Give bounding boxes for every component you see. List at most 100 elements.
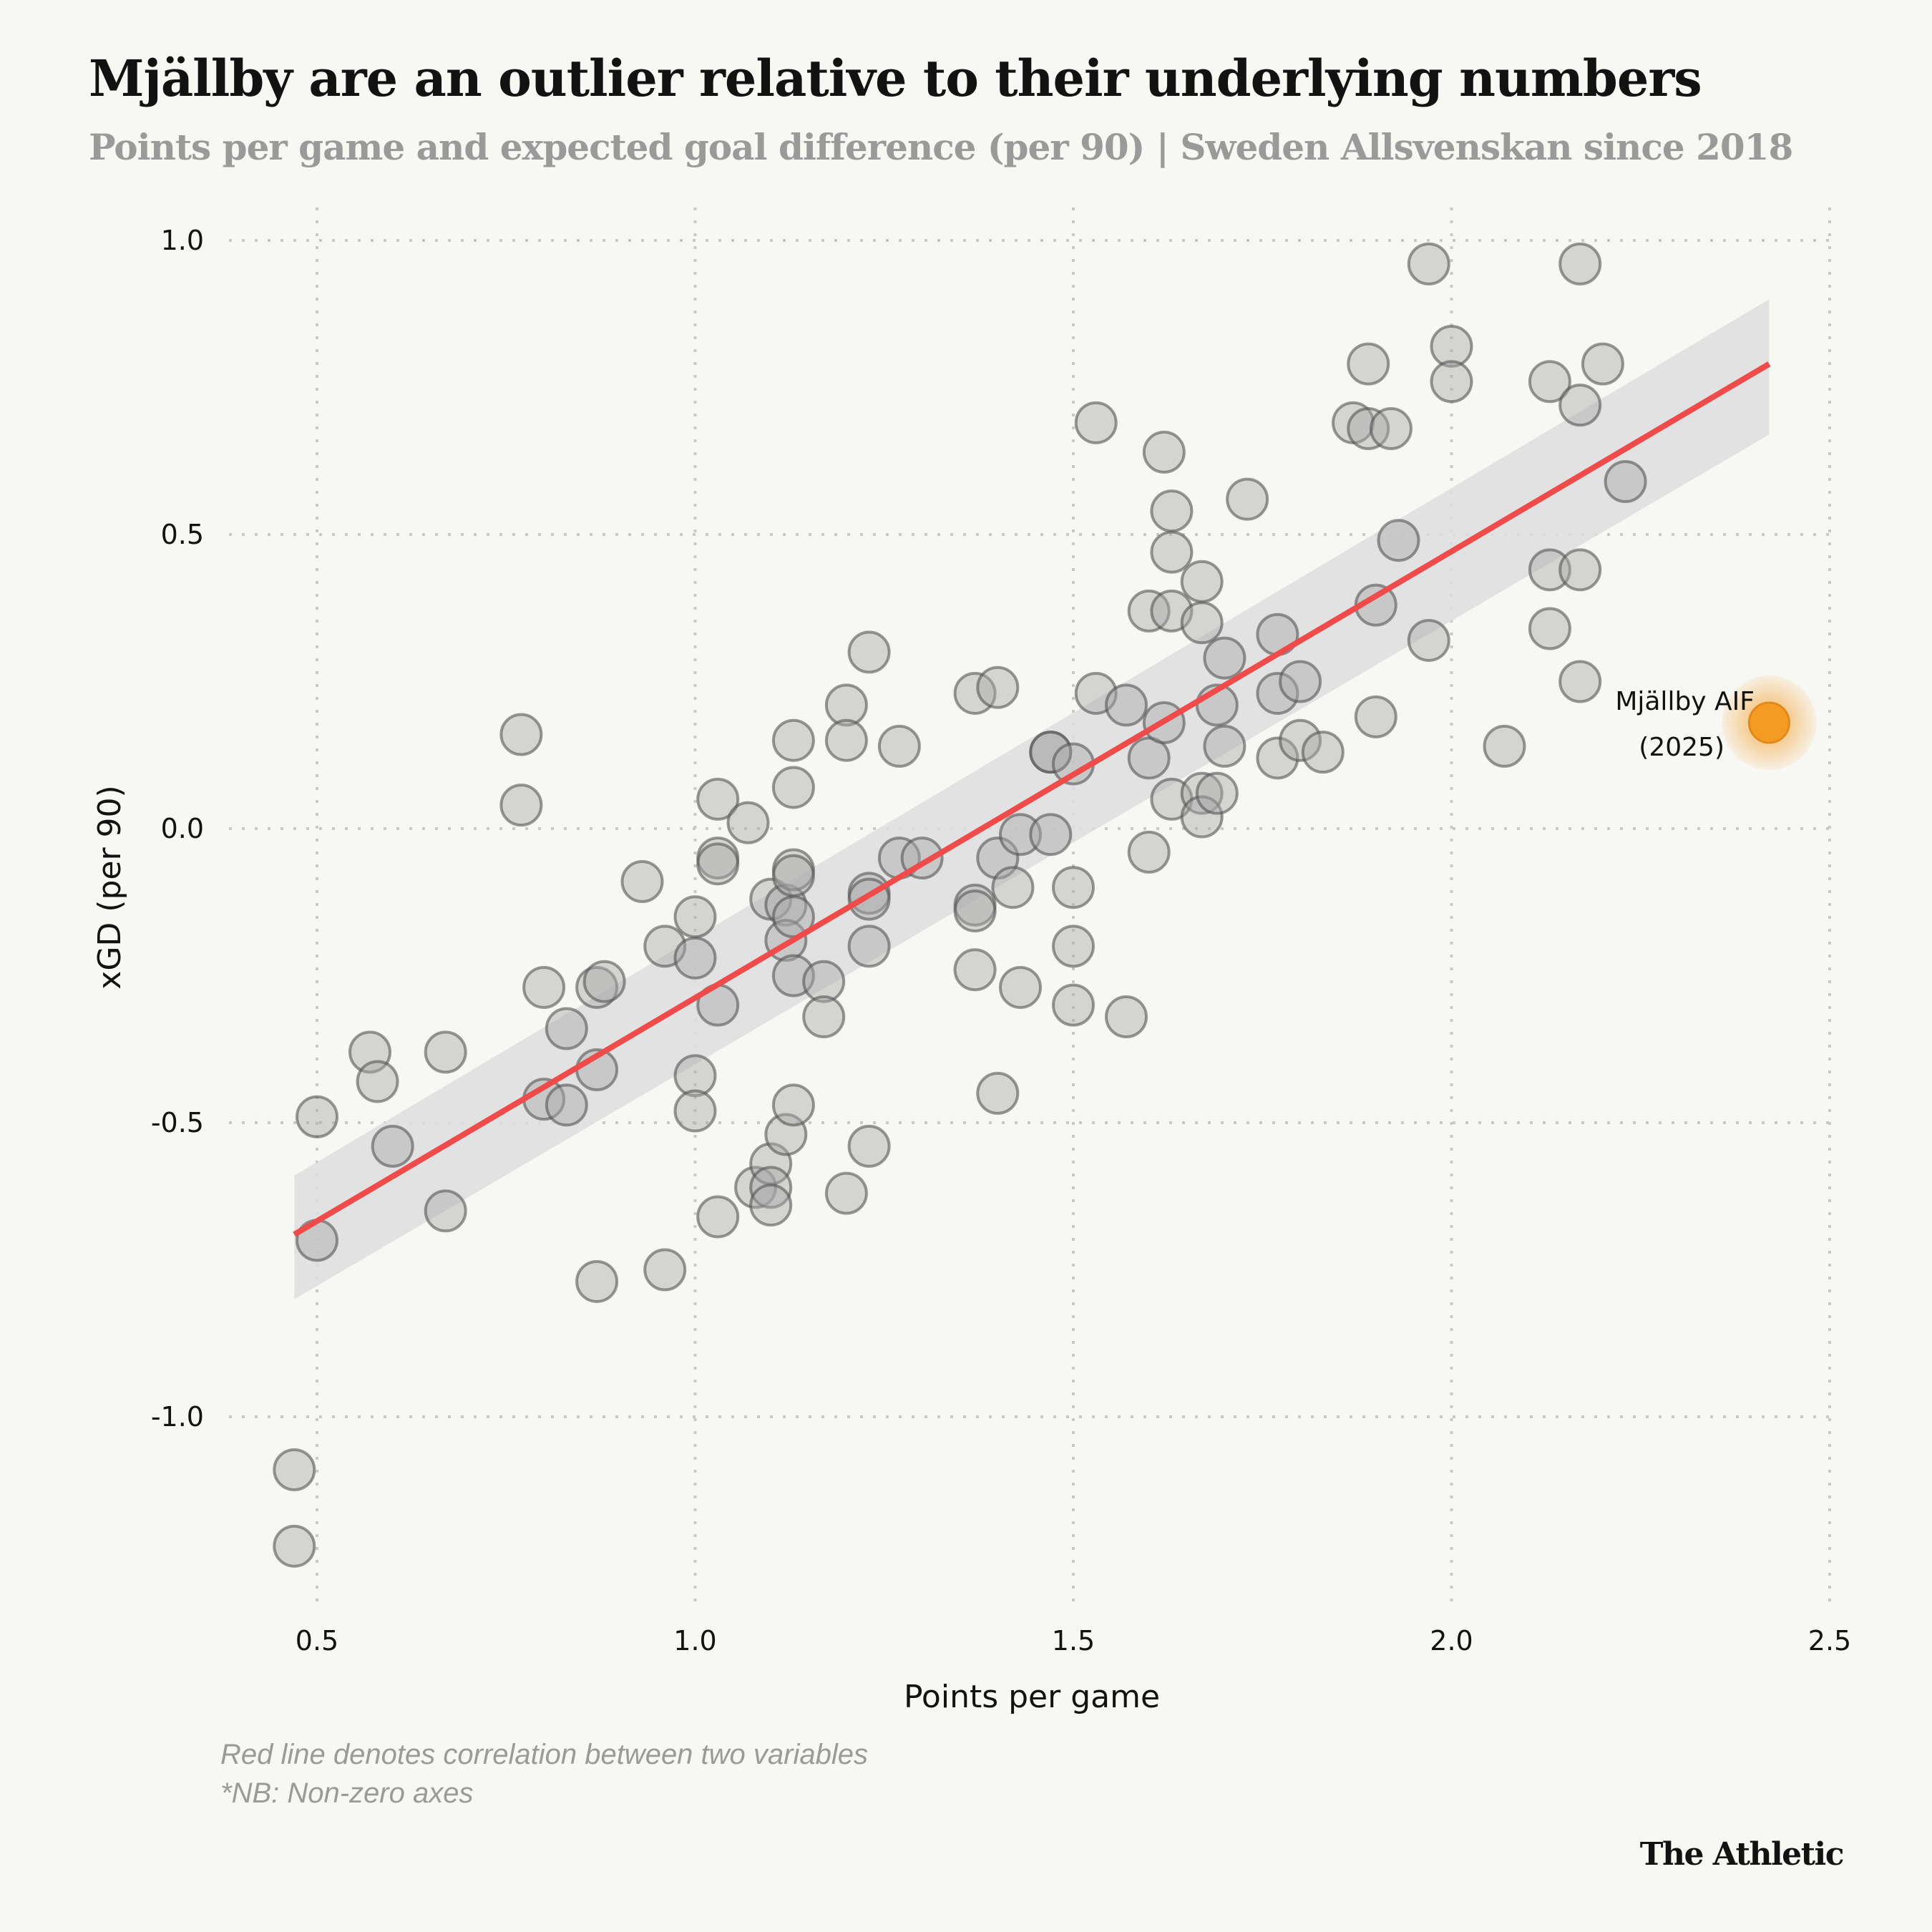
- data-points: [273, 242, 1647, 1568]
- data-point: [1369, 407, 1413, 451]
- data-point: [1604, 460, 1647, 504]
- footnote-axes: *NB: Non-zero axes: [220, 1777, 474, 1809]
- data-point: [575, 1259, 619, 1303]
- data-point: [1279, 660, 1322, 703]
- data-point: [296, 1095, 338, 1138]
- data-point: [847, 1124, 891, 1168]
- data-point: [575, 965, 619, 1009]
- data-point: [1558, 548, 1602, 592]
- data-point: [771, 766, 815, 809]
- data-point: [673, 1054, 717, 1098]
- y-axis-title: xGD (per 90): [92, 785, 128, 989]
- data-point: [696, 777, 740, 821]
- data-point: [696, 1195, 740, 1239]
- highlight-label: Mjällby AIF: [1615, 687, 1755, 716]
- data-point: [1430, 324, 1473, 368]
- data-point: [847, 924, 891, 968]
- data-point: [749, 1184, 793, 1227]
- data-point: [1528, 360, 1571, 404]
- x-tick-label: 1.0: [673, 1625, 716, 1657]
- data-point: [1180, 771, 1224, 815]
- data-point: [499, 713, 543, 756]
- highlight-point: [1747, 701, 1790, 744]
- data-point: [1180, 795, 1224, 839]
- data-point: [371, 1124, 414, 1168]
- x-axis-title: Points per game: [904, 1679, 1160, 1715]
- data-point: [1203, 724, 1246, 768]
- data-point: [1127, 589, 1171, 633]
- y-tick-label: 0.0: [161, 813, 204, 844]
- footnote-trend: Red line denotes correlation between two…: [220, 1739, 868, 1770]
- data-point: [1407, 618, 1450, 662]
- chart-title: Mjällby are an outlier relative to their…: [89, 49, 1702, 108]
- data-point: [1142, 430, 1186, 474]
- data-point: [976, 665, 1020, 709]
- data-point: [1430, 360, 1473, 404]
- data-point: [1407, 242, 1450, 286]
- data-point: [1052, 866, 1095, 909]
- x-tick-label: 2.0: [1430, 1625, 1473, 1657]
- trend-line-layer: [293, 361, 1771, 1237]
- data-point: [1127, 830, 1171, 874]
- data-point: [1256, 736, 1299, 780]
- trend-line: [293, 361, 1771, 1237]
- y-tick-label: 0.5: [161, 519, 204, 550]
- x-tick-label: 0.5: [296, 1625, 338, 1657]
- data-point: [1195, 771, 1239, 815]
- data-point: [499, 784, 543, 827]
- data-point: [999, 813, 1043, 857]
- data-point: [1104, 683, 1148, 727]
- data-point: [1256, 671, 1299, 715]
- data-point: [1279, 718, 1322, 762]
- data-point: [824, 718, 868, 762]
- data-point: [877, 724, 921, 768]
- data-point: [356, 1060, 399, 1103]
- data-point: [1203, 636, 1246, 680]
- data-point: [802, 995, 846, 1039]
- data-point: [696, 842, 740, 886]
- data-point: [673, 895, 717, 939]
- data-point: [1581, 342, 1624, 386]
- highlight-layer: [1722, 675, 1817, 771]
- data-point: [1029, 813, 1073, 857]
- data-point: [734, 1166, 778, 1209]
- data-point: [673, 1089, 717, 1133]
- data-point: [1558, 242, 1602, 286]
- y-tick-label: -0.5: [151, 1107, 204, 1138]
- data-point: [824, 1171, 868, 1215]
- data-point: [802, 960, 846, 1003]
- data-point: [1029, 731, 1073, 774]
- data-point: [273, 1448, 316, 1491]
- data-point: [424, 1030, 467, 1074]
- data-point: [1354, 695, 1397, 738]
- brand-logo: The Athletic: [1639, 1836, 1845, 1873]
- data-point: [1127, 736, 1171, 780]
- data-point: [771, 1083, 815, 1127]
- data-point: [999, 965, 1043, 1009]
- data-point: [1150, 530, 1194, 574]
- highlight-sublabel: (2025): [1639, 733, 1724, 762]
- data-point: [424, 1189, 467, 1233]
- data-point: [1074, 401, 1118, 444]
- data-point: [847, 630, 891, 674]
- data-point: [1528, 548, 1571, 592]
- data-point: [1347, 407, 1390, 451]
- data-point: [545, 1007, 588, 1050]
- data-point: [1558, 660, 1602, 703]
- data-point: [1528, 607, 1571, 650]
- axis-ticks: 0.5 1.0 1.5 2.0 2.5 1.0 0.5 0.0 -0.5 -1.0: [151, 225, 1851, 1657]
- data-point: [771, 854, 815, 897]
- y-tick-label: -1.0: [151, 1401, 204, 1433]
- data-point: [582, 960, 626, 1003]
- data-point: [749, 1166, 793, 1209]
- data-point: [620, 859, 664, 903]
- data-point: [726, 801, 770, 844]
- data-point: [1150, 489, 1194, 533]
- data-point: [1483, 724, 1526, 768]
- data-point: [824, 683, 868, 727]
- data-point: [991, 866, 1035, 909]
- data-point: [1052, 983, 1095, 1027]
- data-point: [522, 965, 566, 1009]
- data-point: [953, 948, 997, 992]
